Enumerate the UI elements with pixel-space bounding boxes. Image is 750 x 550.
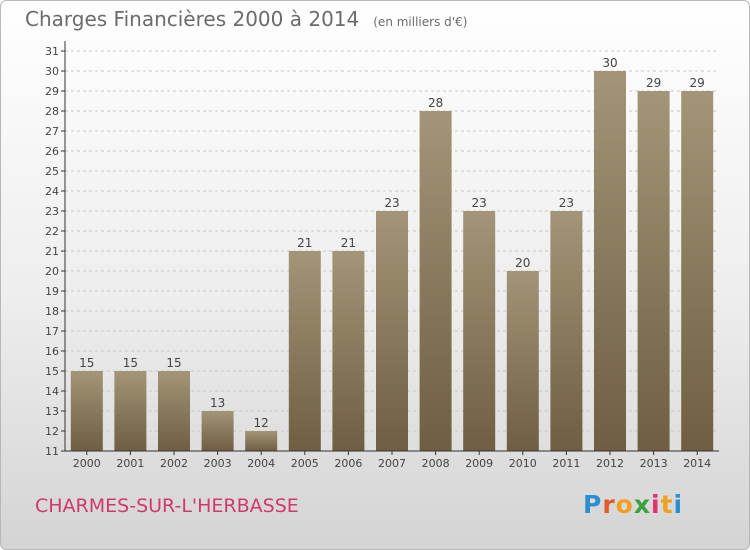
bar-value-label: 15 xyxy=(123,356,138,370)
logo-letter: i xyxy=(673,490,684,519)
x-tick-label: 2011 xyxy=(552,457,580,470)
logo-letter: r xyxy=(602,490,616,519)
bar xyxy=(288,251,321,451)
y-tick-label: 23 xyxy=(45,205,59,218)
bar xyxy=(376,211,408,451)
x-tick-label: 2001 xyxy=(116,457,144,470)
bar xyxy=(463,211,496,451)
bar-value-label: 15 xyxy=(79,356,94,370)
bar xyxy=(506,271,539,451)
y-tick-label: 22 xyxy=(45,225,59,238)
x-tick-label: 2003 xyxy=(204,457,232,470)
logo-letter: i xyxy=(651,490,661,519)
x-tick-label: 2007 xyxy=(378,457,406,470)
bar-value-label: 20 xyxy=(515,256,530,270)
bar-value-label: 13 xyxy=(210,396,225,410)
y-tick-label: 20 xyxy=(45,265,59,278)
bar-value-label: 29 xyxy=(690,76,705,90)
y-tick-label: 15 xyxy=(45,365,59,378)
bar-value-label: 28 xyxy=(428,96,443,110)
y-tick-label: 21 xyxy=(45,245,59,258)
y-tick-label: 28 xyxy=(45,105,59,118)
y-tick-label: 17 xyxy=(45,325,59,338)
chart-title-text: Charges Financières 2000 à 2014 xyxy=(25,7,360,31)
logo-letter: x xyxy=(633,490,651,519)
bar xyxy=(114,371,147,451)
bar-value-label: 29 xyxy=(646,76,661,90)
x-tick-label: 2012 xyxy=(596,457,624,470)
logo-letter: P xyxy=(583,490,603,519)
bar-value-label: 23 xyxy=(559,196,574,210)
bar xyxy=(550,211,583,451)
y-tick-label: 11 xyxy=(45,445,59,458)
chart-title: Charges Financières 2000 à 2014 (en milli… xyxy=(25,7,467,31)
bar xyxy=(594,71,626,451)
x-tick-label: 2002 xyxy=(160,457,188,470)
y-tick-label: 16 xyxy=(45,345,59,358)
x-tick-label: 2008 xyxy=(422,457,450,470)
x-tick-label: 2004 xyxy=(247,457,275,470)
bar xyxy=(637,91,670,451)
y-tick-label: 27 xyxy=(45,125,59,138)
bar-value-label: 23 xyxy=(384,196,399,210)
bar xyxy=(332,251,365,451)
logo-letter: o xyxy=(615,490,634,519)
y-tick-label: 19 xyxy=(45,285,59,298)
bar xyxy=(419,111,452,451)
bar xyxy=(245,431,278,451)
y-tick-label: 14 xyxy=(45,385,59,398)
place-name: CHARMES-SUR-L'HERBASSE xyxy=(35,495,299,517)
y-tick-label: 25 xyxy=(45,165,59,178)
x-tick-label: 2013 xyxy=(640,457,668,470)
bar-value-label: 30 xyxy=(602,56,617,70)
x-tick-label: 2000 xyxy=(73,457,101,470)
y-tick-label: 29 xyxy=(45,85,59,98)
y-tick-label: 12 xyxy=(45,425,59,438)
x-tick-label: 2009 xyxy=(465,457,493,470)
y-tick-label: 31 xyxy=(45,45,59,58)
bar xyxy=(70,371,103,451)
y-tick-label: 24 xyxy=(45,185,59,198)
proxiti-logo: Proxiti xyxy=(583,490,683,519)
y-tick-label: 18 xyxy=(45,305,59,318)
bar xyxy=(158,371,190,451)
y-tick-label: 26 xyxy=(45,145,59,158)
bar-value-label: 21 xyxy=(297,236,312,250)
x-tick-label: 2006 xyxy=(334,457,362,470)
y-tick-label: 30 xyxy=(45,65,59,78)
bar-value-label: 23 xyxy=(472,196,487,210)
logo-letter: t xyxy=(660,490,674,519)
bar-value-label: 21 xyxy=(341,236,356,250)
x-tick-label: 2010 xyxy=(509,457,537,470)
bar xyxy=(201,411,234,451)
x-tick-label: 2014 xyxy=(683,457,711,470)
bar xyxy=(681,91,714,451)
bar-value-label: 12 xyxy=(254,416,269,430)
bar-value-label: 15 xyxy=(166,356,181,370)
chart-title-unit: (en milliers d'€) xyxy=(373,15,468,29)
y-tick-label: 13 xyxy=(45,405,59,418)
x-tick-label: 2005 xyxy=(291,457,319,470)
